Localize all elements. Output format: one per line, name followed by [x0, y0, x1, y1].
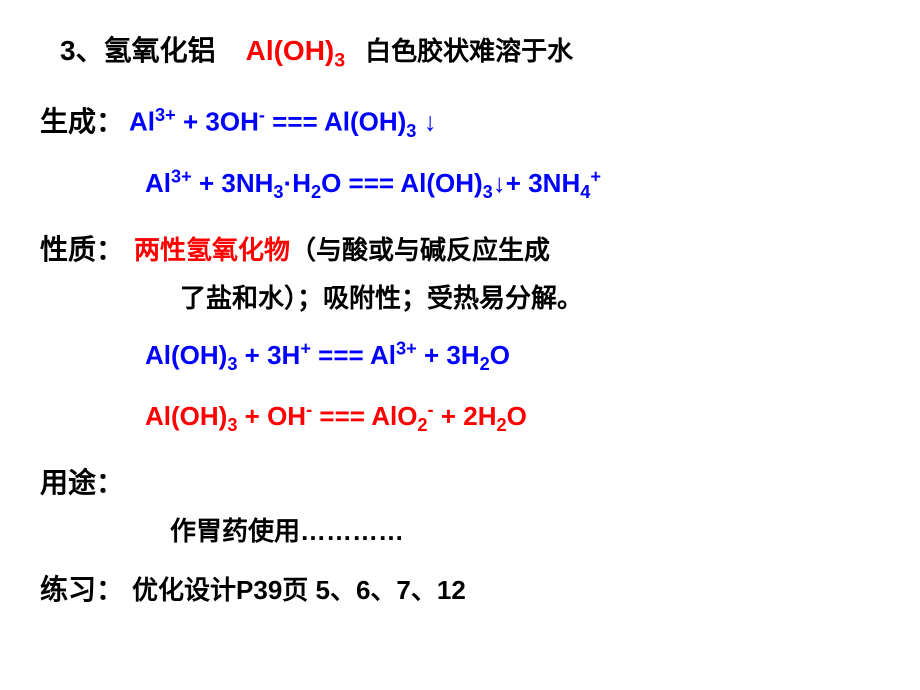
properties-eq2-row: Al(OH)3 + OH- === AlO2- + 2H2O [145, 397, 880, 440]
generation-label: 生成： [40, 101, 124, 143]
properties-desc2: 了盐和水）；吸附性；受热易分解。 [180, 283, 583, 313]
properties-highlight: 两性氢氧化物 [134, 231, 290, 270]
exercise-row: 练习： 优化设计P39页 5、6、7、12 [40, 569, 880, 611]
properties-label: 性质： [40, 229, 124, 271]
properties-desc-row2: 了盐和水）；吸附性；受热易分解。 [180, 279, 880, 318]
generation-row2: Al3+ + 3NH3·H2O === Al(OH)3↓+ 3NH4+ [145, 163, 880, 206]
properties-row: 性质： 两性氢氧化物 （与酸或与碱反应生成 [40, 229, 880, 271]
properties-equation2: Al(OH)3 + OH- === AlO2- + 2H2O [145, 401, 527, 431]
compound-formula: Al(OH)3 [246, 30, 346, 76]
generation-row1: 生成： Al3+ + 3OH- === Al(OH)3 ↓ [40, 101, 880, 145]
exercise-label: 练习： [40, 569, 124, 611]
usage-row: 用途： [40, 462, 880, 504]
section-number: 3、 [60, 30, 104, 72]
header-row: 3、 氢氧化铝 Al(OH)3 白色胶状难溶于水 [40, 30, 880, 76]
compound-name: 氢氧化铝 [104, 30, 216, 72]
properties-eq1-row: Al(OH)3 + 3H+ === Al3+ + 3H2O [145, 336, 880, 379]
usage-text-row: 作胃药使用………… [170, 512, 880, 551]
properties-desc1: （与酸或与碱反应生成 [290, 231, 550, 270]
usage-text: 作胃药使用………… [170, 516, 404, 546]
exercise-text: 优化设计P39页 5、6、7、12 [132, 571, 466, 610]
usage-label: 用途： [40, 462, 124, 504]
properties-equation1: Al(OH)3 + 3H+ === Al3+ + 3H2O [145, 340, 510, 370]
compound-description: 白色胶状难溶于水 [365, 32, 573, 71]
generation-equation1: Al3+ + 3OH- === Al(OH)3 ↓ [129, 102, 437, 145]
generation-equation2: Al3+ + 3NH3·H2O === Al(OH)3↓+ 3NH4+ [145, 168, 601, 198]
